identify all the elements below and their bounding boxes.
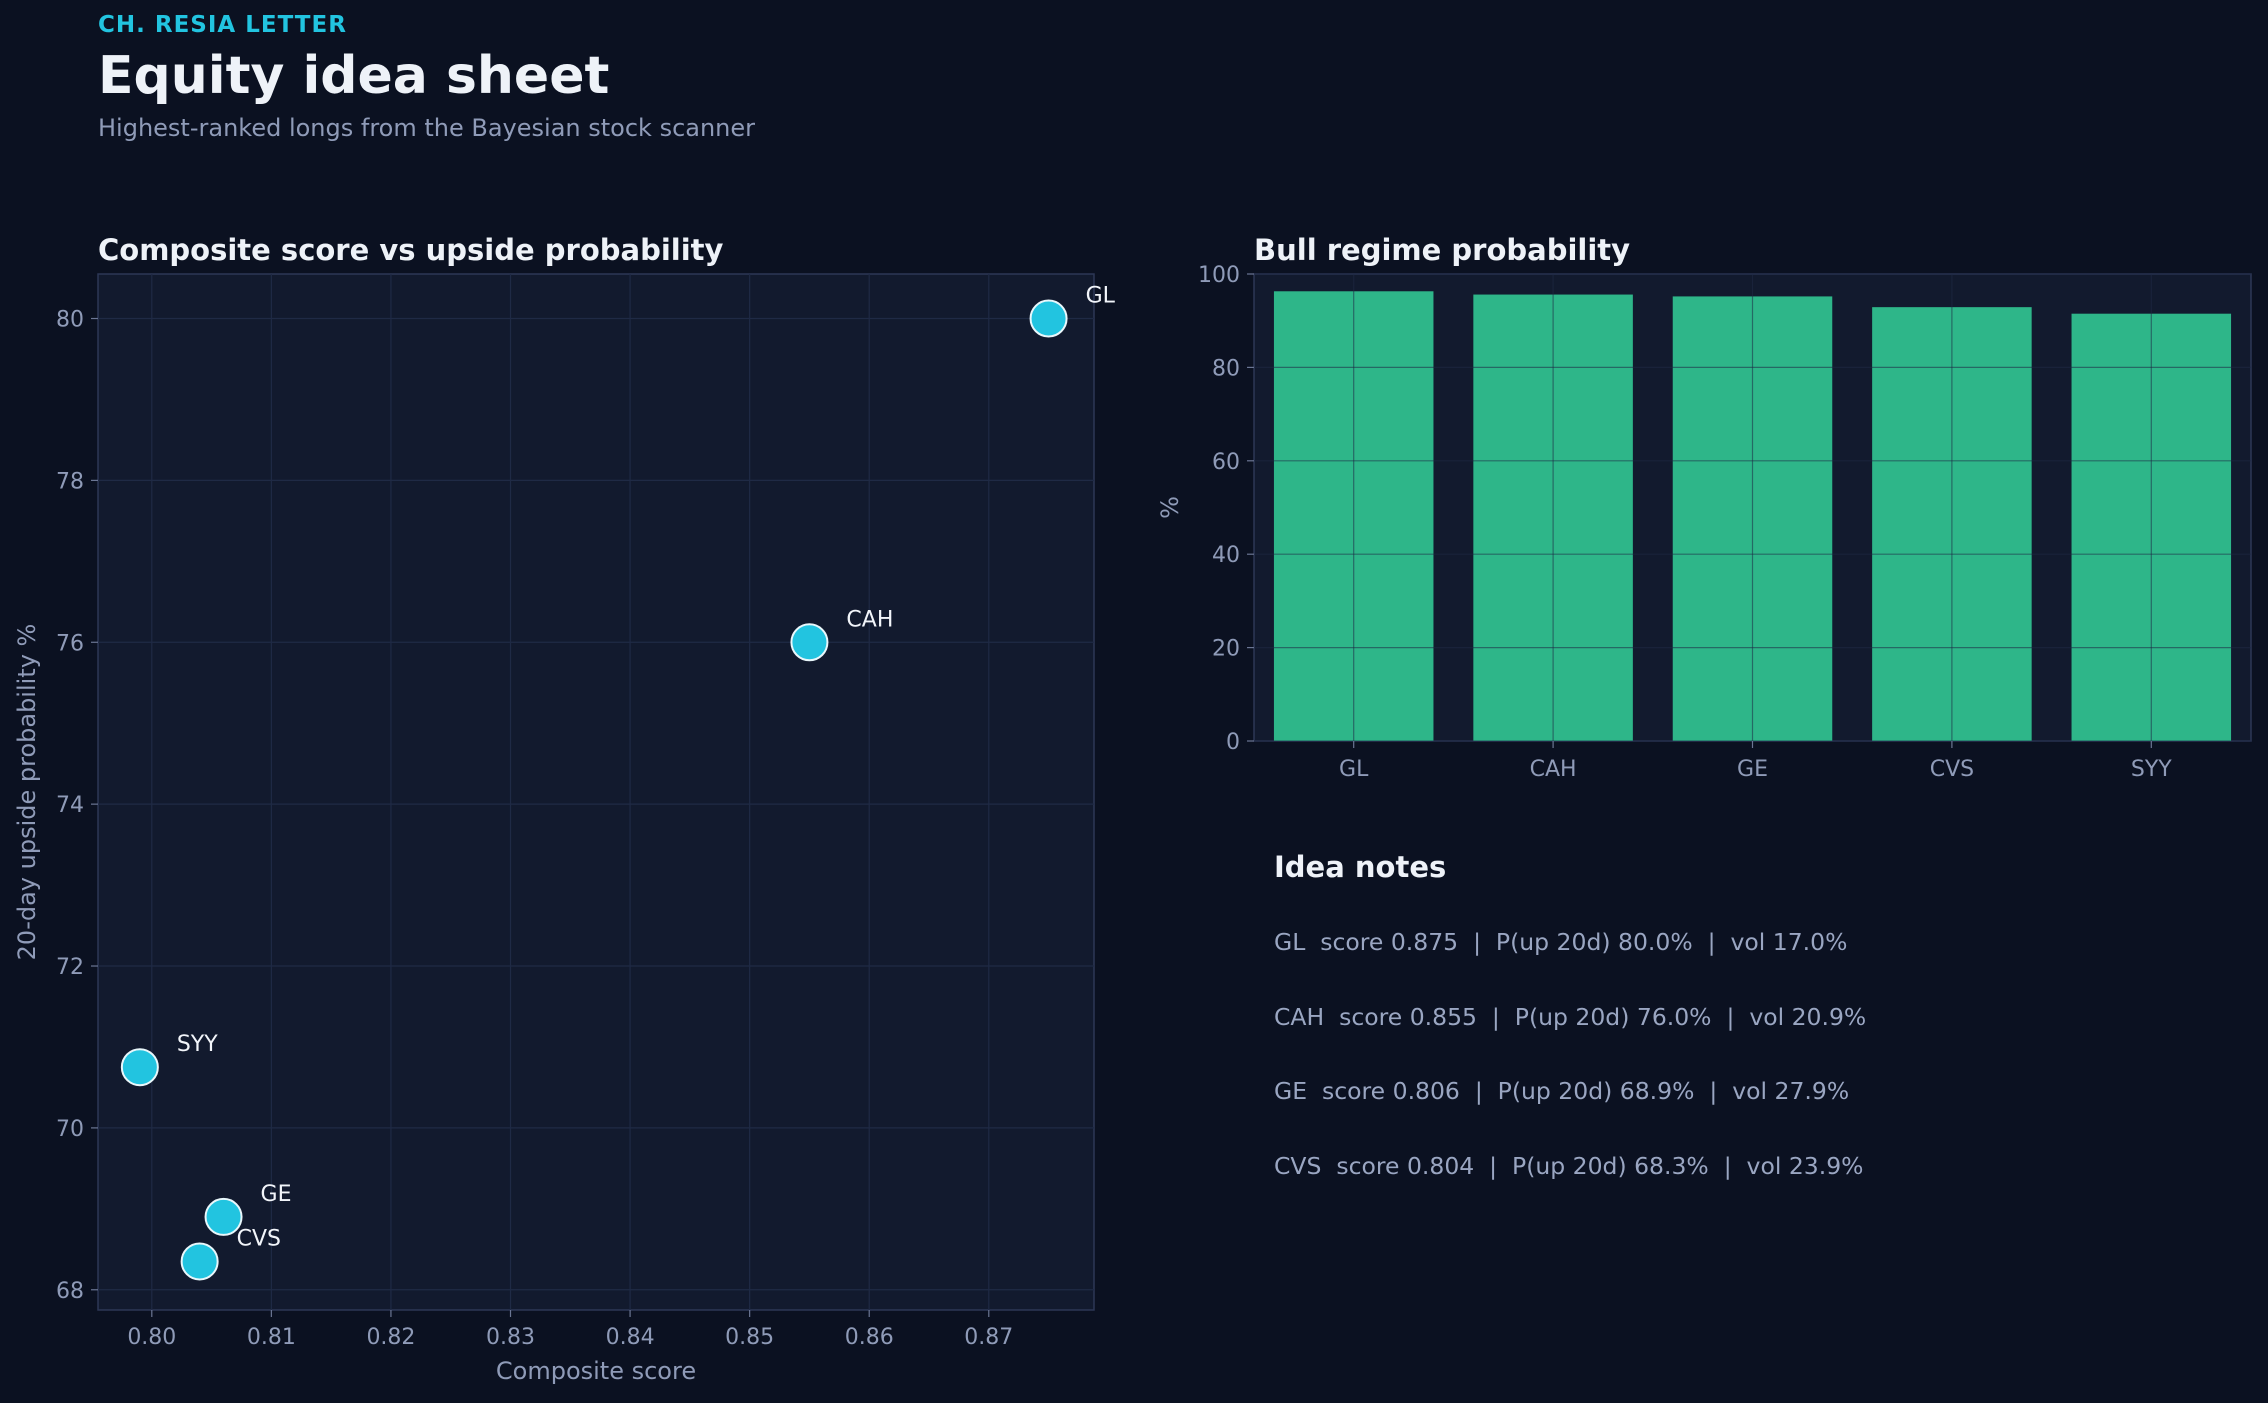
scatter-y-tick-label: 74 [56, 793, 84, 818]
bar-title: Bull regime probability [1254, 233, 1630, 267]
scatter-point-label-gl: GL [1086, 284, 1116, 309]
scatter-title: Composite score vs upside probability [98, 233, 724, 267]
note-line-cvs: CVS score 0.804 | P(up 20d) 68.3% | vol … [1274, 1151, 1864, 1180]
scatter-point-label-syy: SYY [177, 1032, 218, 1057]
bar-x-tick-label: GL [1339, 757, 1369, 782]
scatter-y-axis-label: 20-day upside probability % [13, 624, 41, 961]
scatter-x-tick-label: 0.80 [127, 1325, 176, 1350]
scatter-x-tick-label: 0.84 [606, 1325, 655, 1350]
scatter-point-ge [204, 1197, 243, 1236]
bar-x-tick-label: GE [1737, 757, 1768, 782]
bar-x-tick-label: CAH [1530, 757, 1577, 782]
bar-x-tick-label: SYY [2131, 757, 2172, 782]
bar-y-tick-label: 100 [1198, 263, 1240, 288]
page-subtitle: Highest-ranked longs from the Bayesian s… [98, 114, 756, 142]
bar-x-tick-label: CVS [1930, 757, 1974, 782]
scatter-x-tick-label: 0.83 [486, 1325, 535, 1350]
note-line-ge: GE score 0.806 | P(up 20d) 68.9% | vol 2… [1274, 1077, 1850, 1105]
scatter-point-label-ge: GE [261, 1182, 292, 1207]
scatter-x-tick-label: 0.87 [964, 1325, 1013, 1350]
scatter-point-label-cah: CAH [846, 607, 893, 632]
eyebrow-label: CH. RESIA LETTER [98, 12, 347, 38]
scatter-point-syy [120, 1048, 159, 1087]
bar-y-tick-label: 60 [1212, 450, 1240, 475]
scatter-y-tick-label: 80 [56, 308, 84, 333]
bar-y-axis-label: % [1156, 496, 1184, 519]
scatter-x-tick-label: 0.86 [845, 1325, 894, 1350]
notes-title: Idea notes [1274, 850, 1447, 884]
scatter-point-cvs [180, 1242, 219, 1281]
scatter-point-label-cvs: CVS [237, 1226, 281, 1251]
scatter-x-tick-label: 0.82 [366, 1325, 415, 1350]
scatter-point-cah [790, 623, 829, 662]
page-title: Equity idea sheet [98, 46, 610, 106]
bar-y-tick-label: 80 [1212, 356, 1240, 381]
bar-y-tick-label: 20 [1212, 637, 1240, 662]
scatter-y-tick-label: 72 [56, 955, 84, 980]
idea-notes: Idea notes GL score 0.875 | P(up 20d) 80… [1274, 850, 2174, 1226]
scatter-x-axis-label: Composite score [496, 1357, 696, 1385]
scatter-y-tick-label: 78 [56, 469, 84, 494]
note-line-gl: GL score 0.875 | P(up 20d) 80.0% | vol 1… [1274, 928, 1848, 956]
scatter-x-tick-label: 0.85 [725, 1325, 774, 1350]
scatter-y-tick-label: 76 [56, 631, 84, 656]
bar-chart: Bull regime probability 0 20 40 60 80 100 GL CAH… [1156, 233, 2252, 782]
bar-y-tick-label: 40 [1212, 543, 1240, 568]
scatter-y-tick-label: 68 [56, 1279, 84, 1304]
note-line-cah: CAH score 0.855 | P(up 20d) 76.0% | vol … [1274, 1002, 1867, 1031]
scatter-plot-area [97, 273, 1095, 1311]
scatter-chart: Composite score vs upside probability 0.8… [13, 233, 1116, 1385]
bar-y-tick-label: 0 [1226, 730, 1240, 755]
scatter-point-gl [1029, 299, 1068, 338]
scatter-x-tick-label: 0.81 [247, 1325, 296, 1350]
scatter-y-tick-label: 70 [56, 1117, 84, 1142]
